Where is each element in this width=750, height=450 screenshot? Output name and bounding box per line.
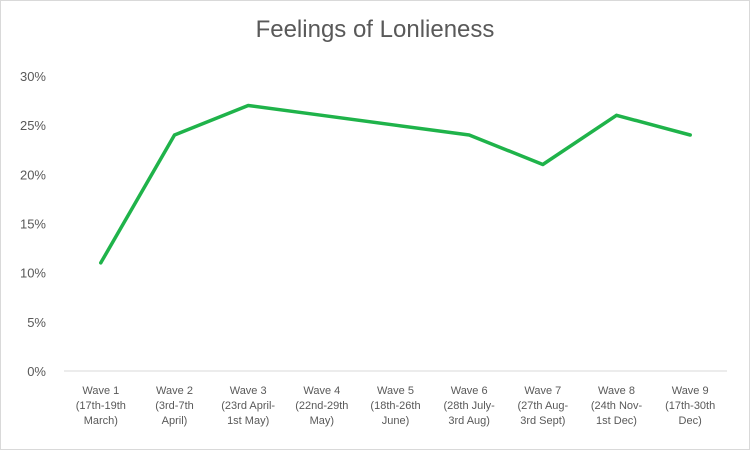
chart-title: Feelings of Lonlieness [255,16,495,43]
x-tick-label: Wave 7 (27th Aug-3rd Sept) [517,385,568,427]
data-point [615,113,618,117]
data-point [467,133,471,137]
y-tick-label: 30% [20,69,46,84]
data-point [99,261,103,265]
data-point [173,133,176,137]
x-tick-label: Wave 9 (17th-30th Dec) [665,385,715,427]
x-tick-label: Wave 3 (23rd April-1st May) [221,385,275,427]
data-point [246,104,250,107]
y-tick-label: 10% [20,266,46,281]
series-points [99,104,692,265]
x-tick-label: Wave 2 (3rd-7th April) [155,385,194,427]
y-tick-label: 0% [27,364,46,379]
x-tick-label: Wave 4 (22nd-29th May) [295,385,348,427]
data-point [688,133,692,137]
y-tick-label: 20% [20,167,46,182]
x-tick-label: Wave 1 (17th-19th March) [76,385,126,427]
x-tick-label: Wave 6 (28th July-3rd Aug) [443,385,495,427]
x-tick-label: Wave 5 (18th-26th June) [370,385,420,427]
y-tick-label: 5% [27,315,46,330]
x-axis-labels: Wave 1 (17th-19th March) Wave 2 (3rd-7th Apri… [76,385,715,427]
y-tick-label: 25% [20,118,46,133]
series-line [99,103,692,265]
data-point [394,123,397,127]
data-point [320,113,324,117]
y-tick-label: 15% [20,217,46,232]
y-axis-ticks: 0% 5% 10% 15% 20% 25% 30% [20,69,46,379]
data-point [541,163,545,166]
x-tick-label: Wave 8 (24th Nov-1st Dec) [591,385,643,427]
